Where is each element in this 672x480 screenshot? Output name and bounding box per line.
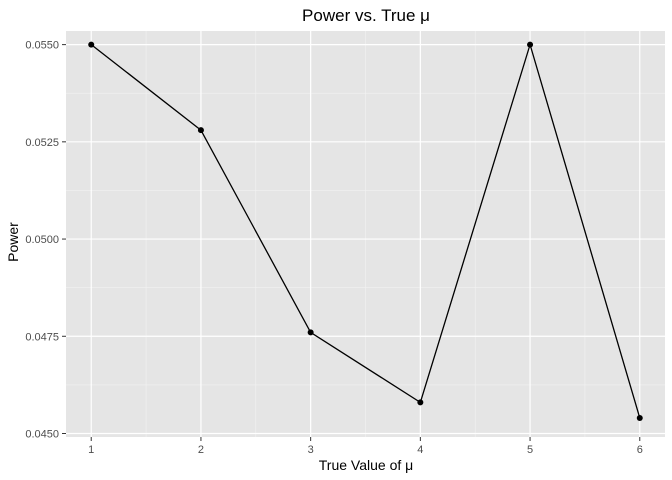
x-axis-title: True Value of μ [319,457,413,473]
axes: 1 2 3 4 5 6 0.0450 0.0475 0.0500 0.0525 0.0550 [25,40,642,456]
data-series [88,41,643,421]
y-tick-label: 0.0475 [25,331,59,343]
data-point [307,329,314,336]
x-tick-label: 3 [308,444,314,456]
data-point [88,41,95,48]
chart-title: Power vs. True μ [302,6,430,25]
x-tick-label: 5 [527,444,533,456]
x-tick-label: 4 [417,444,423,456]
y-tick-label: 0.0500 [25,234,59,246]
y-tick-label: 0.0525 [25,137,59,149]
x-tick-label: 1 [88,444,94,456]
x-tick-label: 2 [198,444,204,456]
x-tick-label: 6 [637,444,643,456]
y-axis-title: Power [5,222,21,262]
grid-lines [66,31,665,437]
data-point [527,41,534,48]
series-line [90,42,641,419]
y-tick-label: 0.0550 [25,40,59,52]
data-point [417,399,424,406]
data-point [636,414,643,421]
y-tick-label: 0.0450 [25,429,59,441]
data-point [197,127,204,134]
